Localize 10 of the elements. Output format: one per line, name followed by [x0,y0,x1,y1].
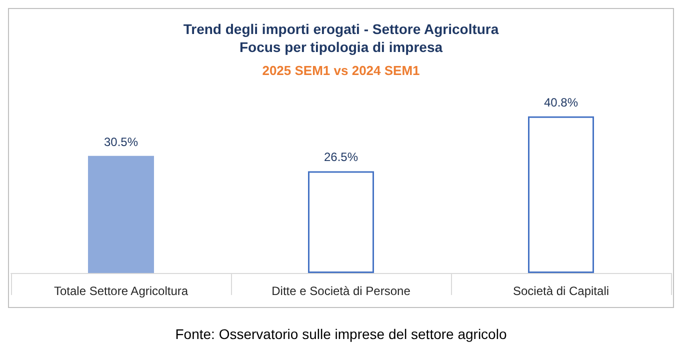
source-note: Fonte: Osservatorio sulle imprese del settore agricolo [174,326,508,342]
chart-subtitle: Focus per tipologia di impresa [239,39,443,55]
chart-title: Trend degli importi erogati - Settore Agricoltura [183,21,499,37]
x-tick-label: Società di Capitali [512,284,610,298]
text: 2025 SEM1 vs 2024 SEM1 [262,63,420,78]
x-tick-label: Totale Settore Agricoltura [54,284,188,298]
data-label: 30.5% [104,134,138,149]
x-tick-label: Ditte e Società di Persone [272,284,411,298]
data-label: 40.8% [544,95,578,110]
data-label: 26.5% [324,150,358,164]
